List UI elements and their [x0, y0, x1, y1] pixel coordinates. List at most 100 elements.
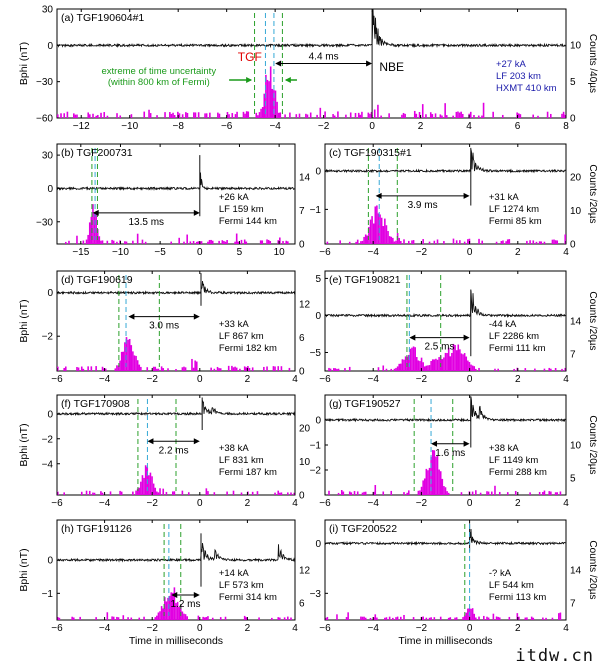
left-axis-label: Bphi (nT): [18, 299, 30, 342]
interval-arrowhead-left: [409, 334, 416, 341]
counts-bar: [279, 492, 281, 495]
counts-bar: [465, 356, 468, 371]
counts-bar: [446, 491, 448, 495]
x-tick-label: 2: [515, 247, 521, 258]
info-line: LF 573 km: [219, 580, 264, 591]
counts-bar: [247, 111, 250, 118]
counts-bar: [328, 367, 330, 371]
counts-bar: [433, 359, 436, 371]
x-tick-label: 0: [197, 498, 203, 509]
counts-bar: [497, 616, 499, 620]
right-axis-label: Counts /20µs: [587, 164, 598, 223]
counts-bar: [534, 368, 536, 371]
counts-bar: [436, 359, 439, 371]
counts-bar: [443, 486, 445, 495]
counts-bar: [90, 216, 93, 244]
right-tick-label: 10: [570, 441, 582, 452]
counts-bar: [433, 240, 436, 244]
counts-bar: [524, 368, 527, 371]
counts-bar: [542, 617, 544, 620]
counts-bar: [197, 615, 200, 620]
counts-bar: [411, 240, 413, 244]
counts-bar: [135, 355, 137, 371]
counts-bar: [325, 617, 327, 620]
counts-bar: [154, 487, 157, 495]
counts-bar: [460, 353, 463, 371]
counts-bar: [244, 113, 246, 118]
counts-bar: [143, 111, 146, 118]
counts-bar: [543, 490, 546, 495]
counts-bar: [92, 492, 94, 495]
counts-bar: [508, 239, 511, 244]
counts-bar: [97, 114, 99, 118]
counts-bar: [272, 366, 275, 371]
counts-bar: [159, 488, 161, 495]
counts-bar: [363, 616, 365, 620]
counts-bar: [76, 114, 78, 118]
y-tick-label: −2: [42, 332, 54, 343]
x-tick-label: −2: [416, 498, 428, 509]
counts-bar: [232, 490, 235, 495]
counts-bar: [400, 241, 402, 244]
counts-bar: [140, 481, 142, 495]
x-tick-label: −8: [172, 121, 184, 132]
counts-bar: [348, 491, 351, 495]
info-line: +27 kA: [496, 59, 527, 70]
x-tick-label: 4: [466, 121, 472, 132]
counts-bar: [492, 111, 494, 118]
counts-bar: [475, 617, 477, 620]
counts-bar: [128, 339, 131, 371]
x-tick-label: 2: [515, 623, 521, 634]
panel-data: [57, 9, 566, 118]
counts-bar: [447, 492, 450, 495]
counts-bar: [200, 241, 203, 244]
counts-bar: [374, 206, 377, 244]
counts-bar: [431, 359, 434, 371]
uncertainty-label-2: (within 800 km of Fermi): [108, 77, 210, 88]
panel-title: (f) TGF170908: [61, 398, 130, 410]
counts-bar: [197, 112, 200, 118]
counts-bar: [181, 490, 184, 495]
interval-label: 2.2 ms: [159, 445, 189, 456]
panel-data: [325, 523, 566, 620]
counts-bar: [92, 204, 94, 244]
waveform-line: [57, 9, 566, 49]
right-tick-label: 0: [299, 367, 305, 378]
counts-bar: [396, 616, 399, 620]
waveform-line: [57, 400, 295, 417]
counts-bar: [543, 368, 546, 371]
panel-frame: [324, 143, 567, 245]
counts-bar: [195, 241, 198, 244]
x-axis-label: Time in milliseconds: [398, 635, 492, 647]
counts-bar: [326, 241, 329, 244]
counts-bar: [100, 491, 102, 495]
counts-bar: [463, 353, 466, 371]
counts-bar: [328, 490, 330, 495]
counts-bar: [469, 111, 472, 118]
counts-bar: [506, 492, 509, 495]
interval-arrowhead-left: [375, 192, 382, 199]
counts-bar: [441, 478, 444, 495]
counts-bar: [350, 492, 353, 495]
counts-bar: [431, 114, 434, 118]
x-tick-label: −4: [367, 374, 379, 385]
counts-bar: [80, 491, 83, 495]
counts-bar: [332, 114, 334, 118]
counts-bar: [360, 616, 362, 620]
panel-c: 3.9 ms(c) TGF190315#1−6 −4 −2 0 2 40−120100Co…: [310, 143, 598, 258]
counts-bar: [347, 612, 349, 620]
counts-bar: [377, 367, 380, 371]
interval-arrowhead-left: [92, 209, 99, 216]
counts-bar: [374, 614, 377, 620]
info-line: +38 kA: [219, 443, 250, 454]
counts-bar: [235, 367, 238, 371]
counts-bar: [324, 111, 326, 118]
counts-bar: [136, 360, 139, 371]
counts-bar: [279, 237, 281, 244]
counts-bar: [60, 113, 62, 118]
counts-bar: [87, 366, 89, 371]
counts-bar: [207, 241, 209, 244]
counts-bar: [162, 368, 165, 371]
counts-bar: [556, 240, 559, 244]
counts-bar: [452, 115, 454, 118]
